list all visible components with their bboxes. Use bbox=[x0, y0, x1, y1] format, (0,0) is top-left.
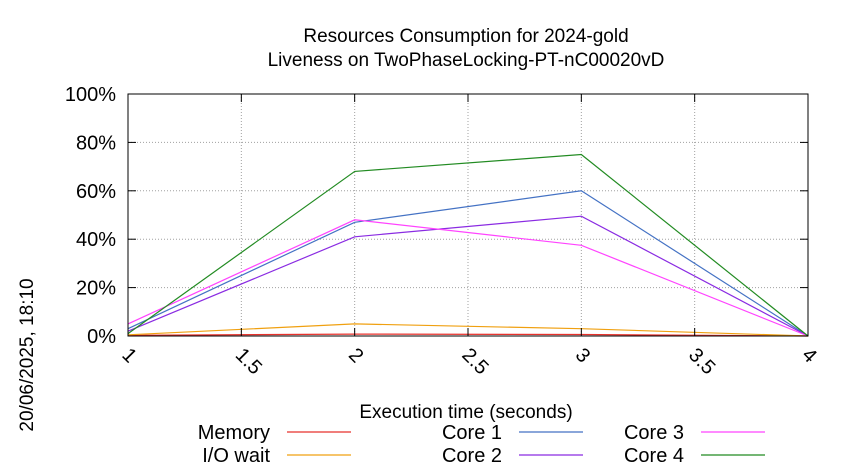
series-line-core-1 bbox=[127, 190, 809, 337]
axis-ticks bbox=[127, 93, 809, 337]
series-line-core-4 bbox=[127, 153, 809, 337]
timestamp-label: 20/06/2025, 18:10 bbox=[17, 278, 38, 431]
series-line-core-3 bbox=[127, 219, 809, 337]
series-line-core-2 bbox=[127, 215, 809, 337]
legend-label-i-o-wait: I/O wait bbox=[202, 445, 270, 467]
y-tick-label: 80% bbox=[76, 132, 116, 154]
y-tick-label: 40% bbox=[76, 229, 116, 251]
legend-label-memory: Memory bbox=[198, 422, 270, 444]
legend-label-core-1: Core 1 bbox=[442, 422, 502, 444]
legend-label-core-3: Core 3 bbox=[624, 422, 684, 444]
y-tick-label: 60% bbox=[76, 181, 116, 203]
y-tick-label: 20% bbox=[76, 278, 116, 300]
y-tick-labels: 0% 20% 40% 60% 80% 100% bbox=[65, 84, 116, 348]
chart-title: Resources Consumption for 2024-gold bbox=[303, 26, 628, 47]
legend-label-core-2: Core 2 bbox=[442, 445, 502, 467]
grid bbox=[128, 94, 808, 336]
chart-subtitle: Liveness on TwoPhaseLocking-PT-nC00020vD bbox=[268, 50, 665, 71]
x-axis-label: Execution time (seconds) bbox=[359, 402, 572, 423]
legend-label-core-4: Core 4 bbox=[624, 445, 684, 467]
y-tick-label: 0% bbox=[87, 326, 116, 348]
y-tick-label: 100% bbox=[65, 84, 116, 106]
